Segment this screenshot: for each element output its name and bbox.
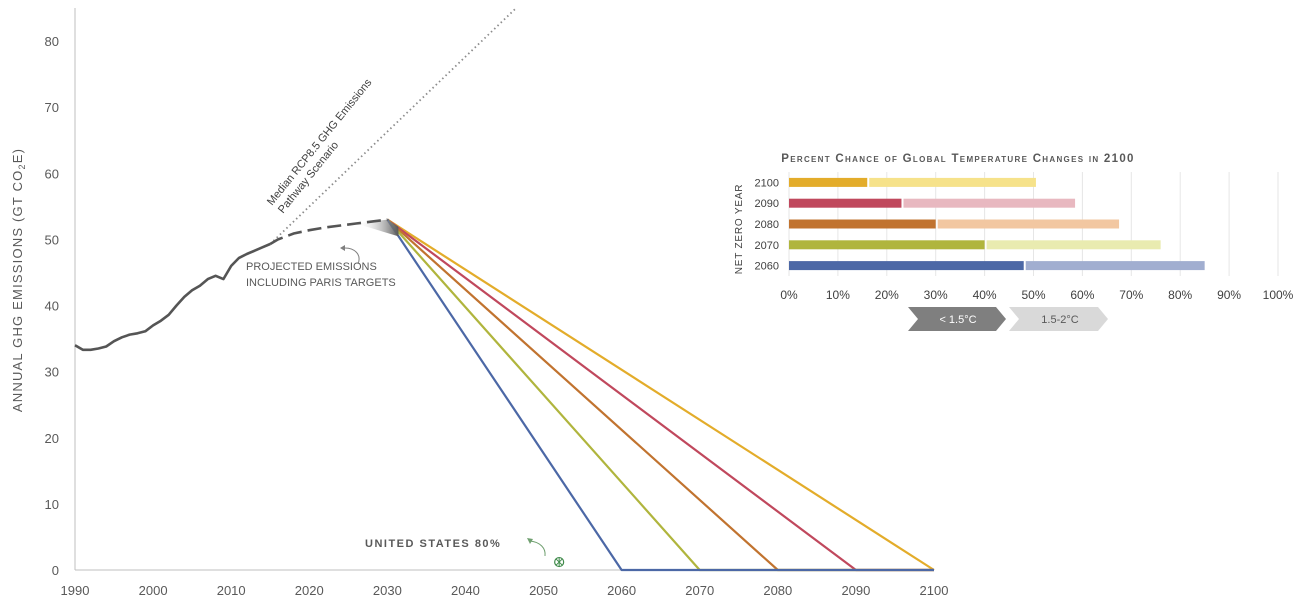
x-tick-label: 2080 [763,583,792,598]
inset-legend: < 1.5°C 1.5-2°C [908,307,1108,331]
x-tick-label: 2040 [451,583,480,598]
inset-category-label: 2060 [755,261,779,273]
inset-x-tick-label: 70% [1119,288,1143,302]
inset-x-tick-label: 20% [875,288,899,302]
y-tick-label: 80 [45,34,59,49]
inset-category-label: 2090 [755,198,779,210]
x-tick-label: 2100 [920,583,949,598]
y-tick-label: 60 [45,166,59,181]
inset-x-tick-label: 10% [826,288,850,302]
inset-bars: 2100 2090 2080 2070 2060 [755,177,1205,273]
x-tick-label: 2030 [373,583,402,598]
y-label-main: ANNUAL GHG EMISSIONS (GT CO [10,170,25,413]
us-annotation-label: UNITED STATES 80% [365,538,501,550]
historical-emissions-line [74,242,271,352]
legend-label-1-5-to-2: 1.5-2°C [1041,314,1078,326]
inset-category-label: 2070 [755,240,779,252]
inset-bar-1-5-to-2-2080 [937,219,1120,229]
inset-x-tick-label: 50% [1021,288,1045,302]
inset-bar-chart: Percent Chance of Global Temperature Cha… [734,153,1294,331]
us-arrow-head [527,538,533,544]
inset-title: Percent Chance of Global Temperature Cha… [781,153,1134,165]
y-tick-label: 70 [45,100,59,115]
inset-x-tick-label: 0% [780,288,798,302]
x-tick-label: 1990 [61,583,90,598]
inset-x-tick-label: 90% [1217,288,1241,302]
inset-category-label: 2100 [755,177,779,189]
inset-bar-1-5-to-2-2070 [986,240,1161,250]
inset-bar-under-1-5-2070 [789,240,985,250]
legend-label-under-1-5: < 1.5°C [939,314,976,326]
inset-bar-under-1-5-2080 [789,219,936,229]
us-marker-cross [555,558,563,567]
y-tick-label: 20 [45,431,59,446]
x-tick-label: 2070 [685,583,714,598]
main-y-axis-label: ANNUAL GHG EMISSIONS (GT CO2E) [10,148,27,412]
y-tick-label: 30 [45,365,59,380]
main-series [74,7,935,572]
y-tick-label: 10 [45,497,59,512]
x-tick-label: 2000 [139,583,168,598]
rcp85-line [269,7,517,245]
inset-x-tick-label: 100% [1263,288,1294,302]
projected-annotation-line2: INCLUDING PARIS TARGETS [246,277,396,289]
y-label-end: E) [10,148,25,163]
pathway-line-2060 [386,218,934,572]
inset-x-tick-label: 60% [1070,288,1094,302]
inset-y-axis-label: NET ZERO YEAR [734,184,745,275]
legend-shape-1-5-to-2 [1009,307,1108,331]
pathway-fan [356,219,399,237]
pathway-line-2100 [386,218,935,571]
inset-bar-under-1-5-2100 [789,177,868,187]
x-tick-label: 2090 [841,583,870,598]
projected-annotation-arrow [344,247,360,265]
inset-category-label: 2080 [755,219,779,231]
inset-bar-1-5-to-2-2100 [869,177,1036,187]
us-target-marker [554,556,565,568]
inset-bar-1-5-to-2-2060 [1025,261,1205,271]
x-tick-label: 2050 [529,583,558,598]
x-tick-label: 2060 [607,583,636,598]
x-tick-label: 2020 [295,583,324,598]
y-tick-label: 0 [52,563,59,578]
y-tick-label: 40 [45,299,59,314]
inset-bar-1-5-to-2-2090 [903,198,1076,208]
inset-x-tick-label: 30% [924,288,948,302]
inset-bar-under-1-5-2090 [789,198,902,208]
inset-grid: 0% 10% 20% 30% 40% 50% 60% 70% 80% 90% 100% [780,172,1294,302]
legend-shape-under-1-5 [908,307,1006,331]
y-tick-label: 50 [45,232,59,247]
us-annotation-arrow [529,540,546,557]
inset-x-tick-label: 40% [973,288,997,302]
inset-x-tick-label: 80% [1168,288,1192,302]
projected-arrow-head [340,245,345,251]
x-tick-label: 2010 [217,583,246,598]
y-label-subscript: 2 [17,163,27,169]
rcp-annotation-line1: Median RCP8.5 GHG Emissions [265,76,375,207]
inset-bar-under-1-5-2060 [789,261,1024,271]
projected-annotation-line1: PROJECTED EMISSIONS [246,261,377,273]
